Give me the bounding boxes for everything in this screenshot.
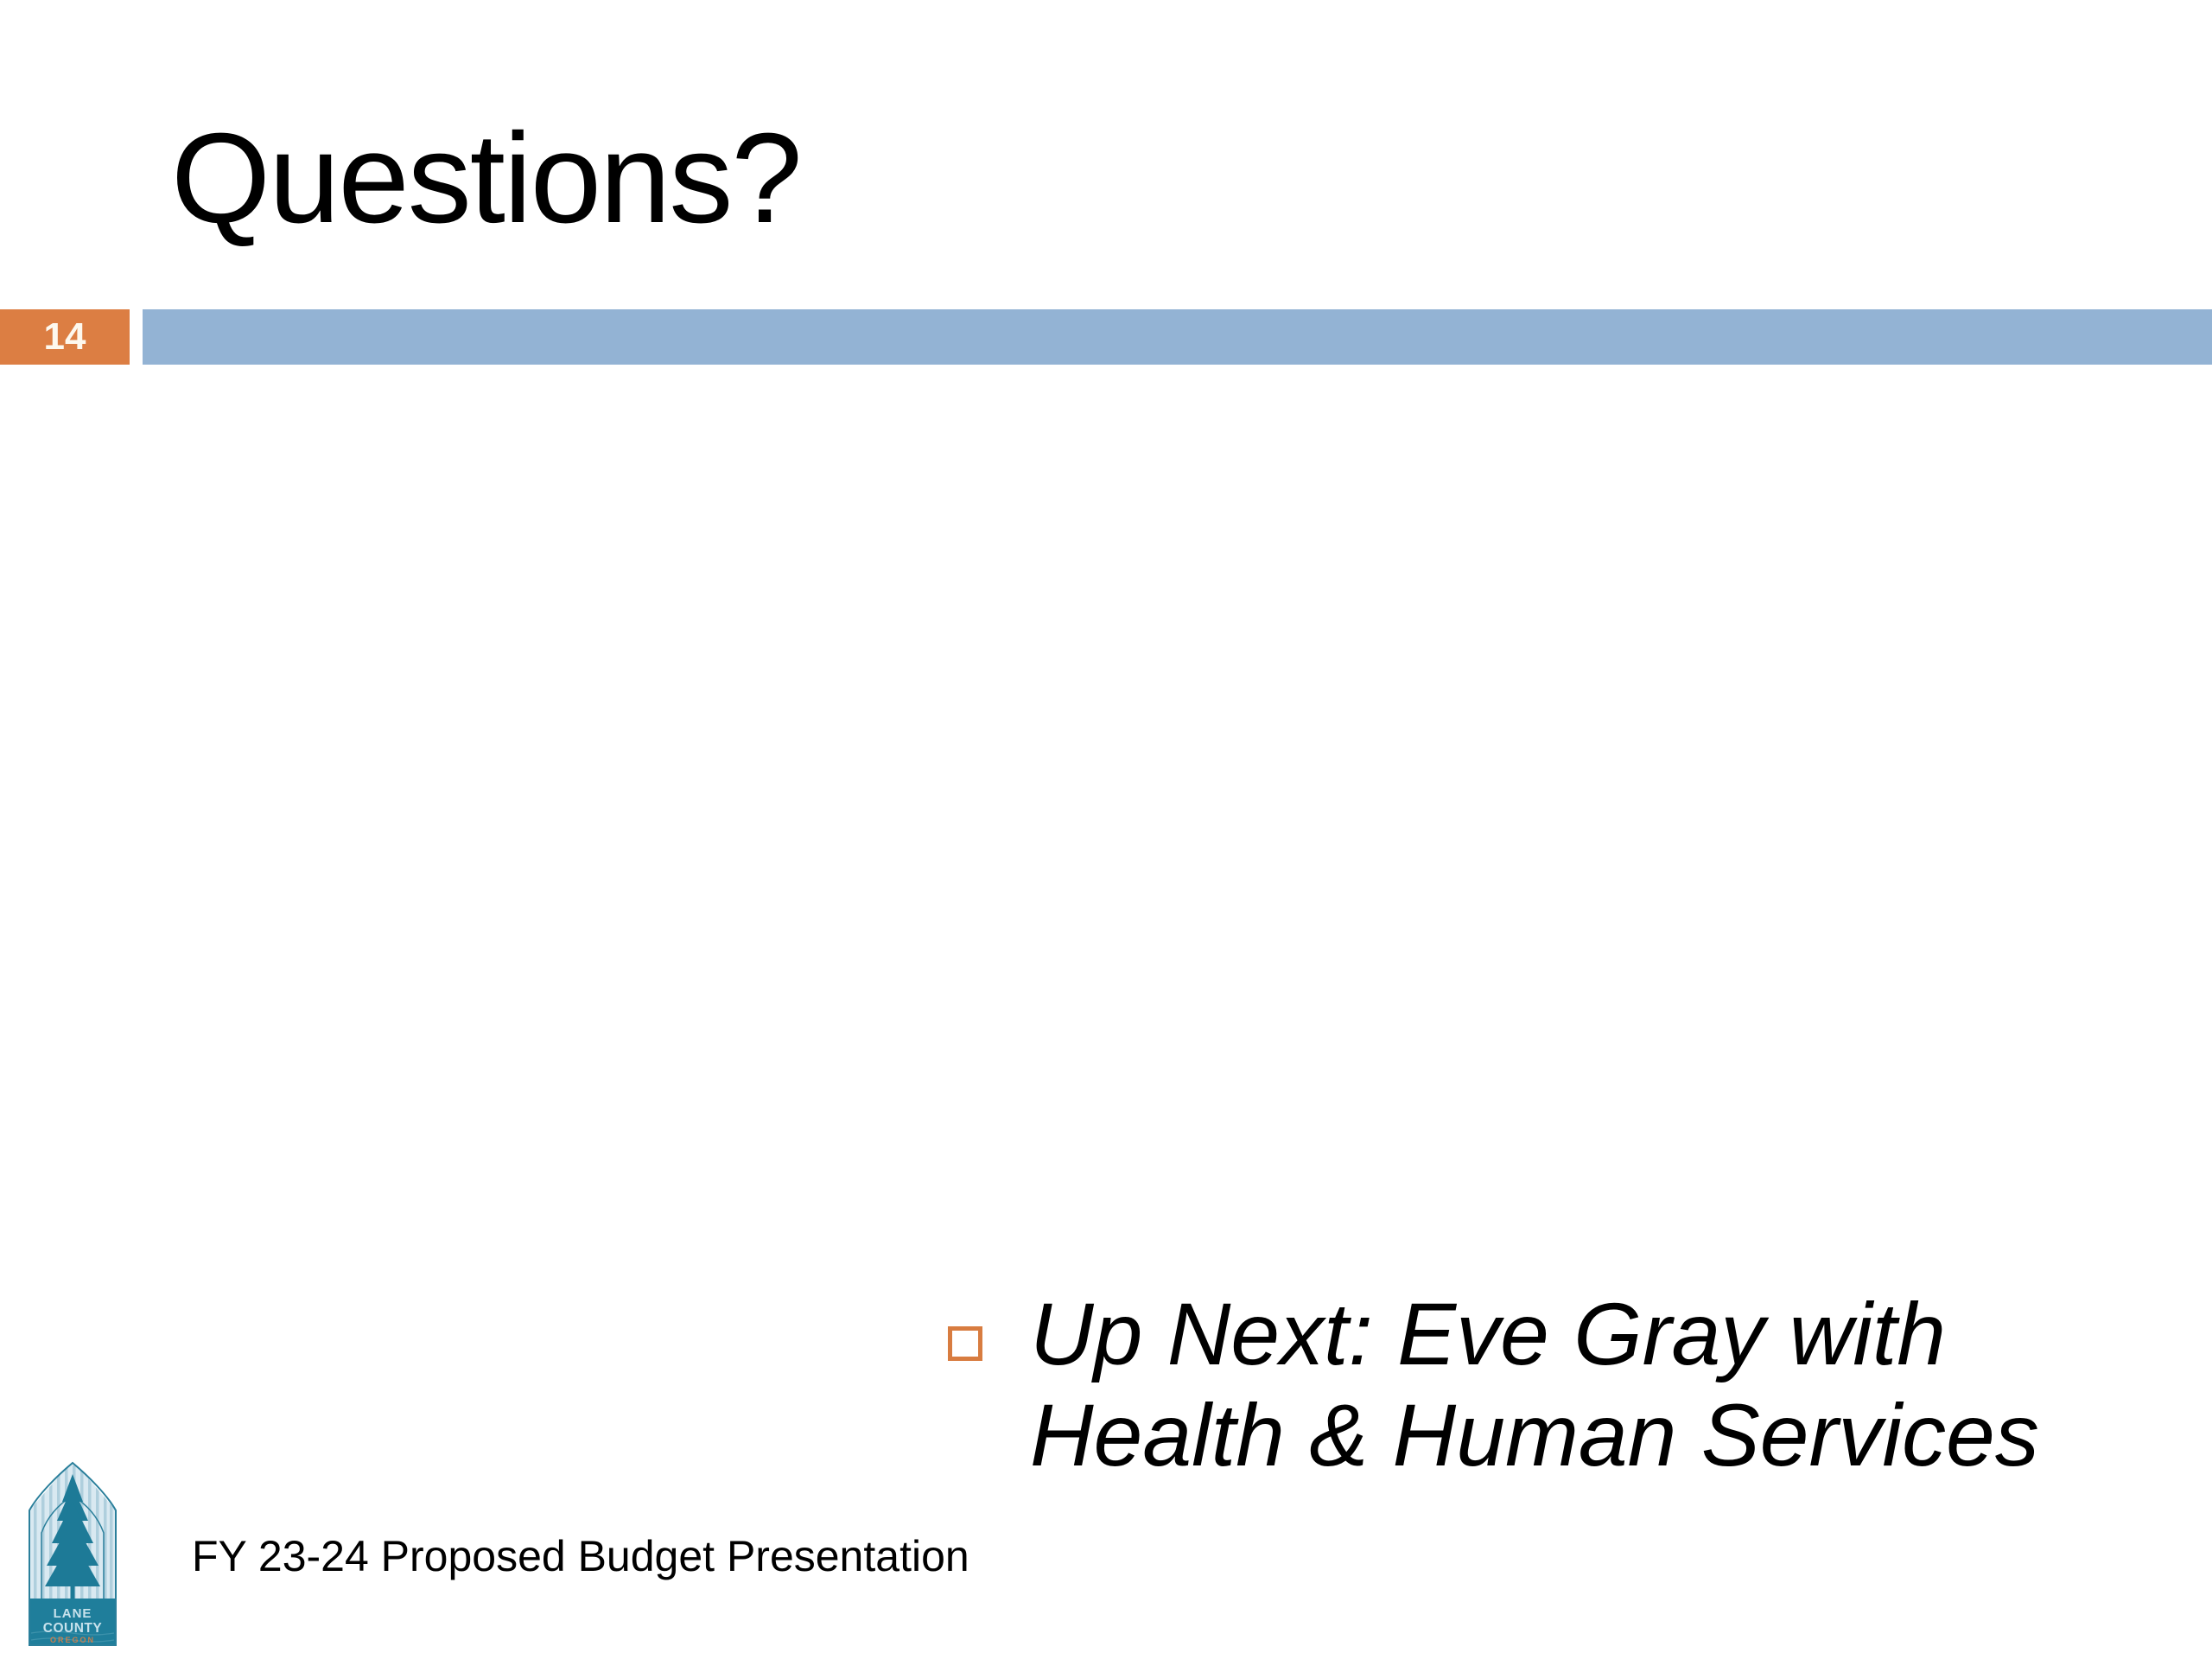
logo-text-county: COUNTY: [43, 1621, 103, 1636]
logo-band-waves: [30, 1630, 115, 1643]
bullet-text-line-1: Up Next: Eve Gray with: [1030, 1285, 1946, 1383]
logo-bottom-band: [29, 1599, 116, 1645]
lane-county-logo: LANE COUNTY OREGON: [24, 1460, 121, 1646]
slide-title: Questions?: [171, 107, 803, 250]
logo-shield-outline: [29, 1461, 117, 1646]
bullet-square-icon: [948, 1326, 982, 1361]
bullet-text-line-2: Health & Human Services: [1030, 1386, 2039, 1484]
slide-number-badge: 14: [0, 309, 130, 365]
slide-number: 14: [43, 315, 86, 358]
header-accent-bar: [143, 309, 2212, 365]
bullet-text: Up Next: Eve Gray with Health & Human Se…: [1030, 1284, 2039, 1486]
logo-text-lane: LANE: [54, 1606, 92, 1621]
footer-text: FY 23-24 Proposed Budget Presentation: [192, 1532, 969, 1580]
logo-text-oregon: OREGON: [50, 1636, 95, 1644]
pine-tree-icon: [45, 1474, 100, 1599]
